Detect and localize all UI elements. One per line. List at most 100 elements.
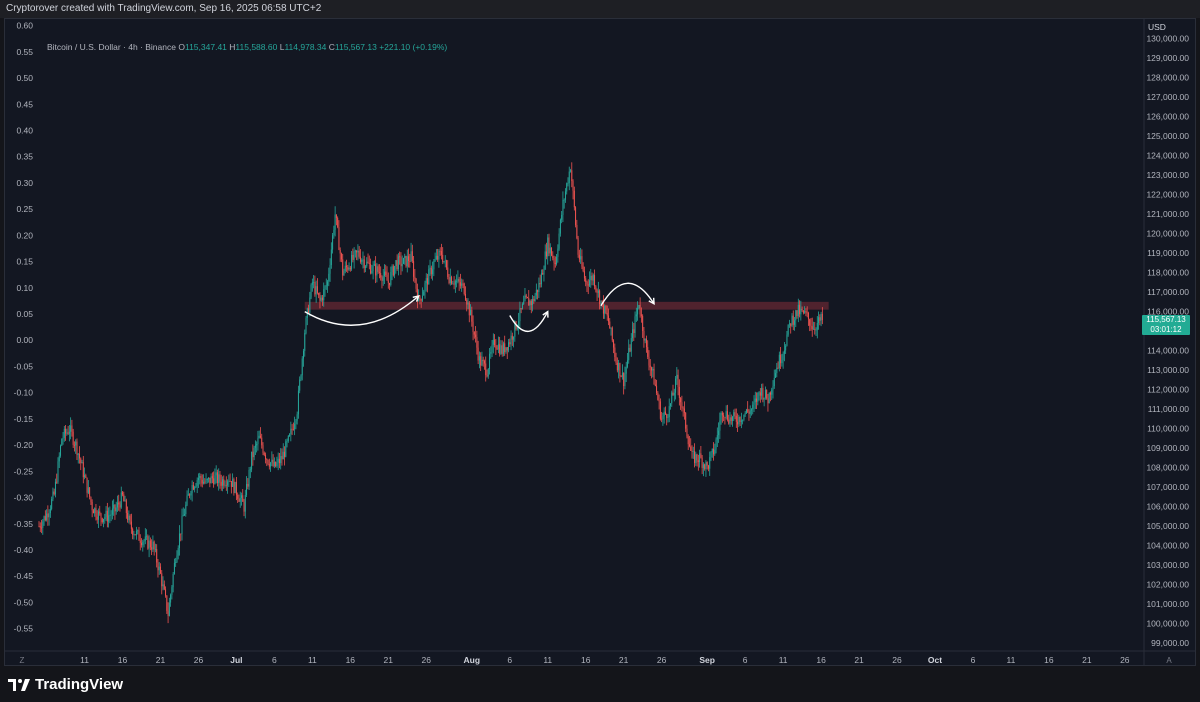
candle-body	[192, 485, 194, 490]
price-axis-label: 122,000.00	[1146, 190, 1189, 200]
candle-body	[428, 269, 430, 285]
candle-body	[677, 374, 679, 387]
candle-body	[753, 402, 755, 405]
candle-body	[470, 309, 472, 316]
candle-body	[271, 459, 273, 463]
price-axis-label: 114,000.00	[1147, 346, 1189, 356]
candle-body	[733, 412, 735, 417]
candle-body	[614, 347, 616, 357]
candle-body	[256, 444, 258, 446]
candle-body	[61, 439, 63, 446]
candle-body	[810, 325, 812, 327]
candle-body	[389, 282, 391, 285]
candle-body	[265, 454, 267, 460]
tradingview-brand: TradingView	[35, 676, 124, 693]
tradingview-logo[interactable]: TradingView	[8, 676, 123, 693]
candle-body	[115, 507, 117, 512]
candle-body	[611, 327, 613, 341]
candle-body	[433, 261, 435, 270]
time-axis-label: 26	[1120, 655, 1130, 665]
candle-body	[791, 315, 793, 326]
candle-body	[814, 328, 816, 330]
candle-body	[67, 432, 69, 434]
annotation-arrow	[600, 282, 655, 307]
candle-body	[656, 385, 658, 393]
time-axis-label: 16	[1044, 655, 1054, 665]
candle-body	[447, 267, 449, 277]
candle-body	[209, 477, 211, 484]
candle-body	[103, 519, 105, 523]
candle-body	[410, 251, 412, 262]
candle-body	[554, 262, 556, 264]
candle-body	[685, 412, 687, 429]
ohlc-legend: Bitcoin / U.S. Dollar · 4h · Binance O11…	[47, 42, 447, 52]
candle-body	[54, 481, 56, 495]
candle-body	[92, 510, 94, 514]
price-chart[interactable]: 99,000.00 100,000.00 101,000.00 102,000.00 1…	[5, 19, 1195, 665]
candle-body	[201, 479, 203, 484]
candle-body	[439, 250, 441, 252]
candle-body	[748, 411, 750, 414]
candle-body	[81, 462, 83, 464]
candle-body	[63, 428, 65, 438]
candle-body	[539, 283, 541, 285]
chart-frame[interactable]: 99,000.00 100,000.00 101,000.00 102,000.00 1…	[4, 18, 1196, 666]
candle-body	[521, 304, 523, 309]
candle-body	[714, 449, 716, 455]
candle-body	[513, 336, 515, 340]
candle-body	[701, 457, 703, 468]
candle-body	[683, 408, 685, 413]
candle-body	[735, 415, 737, 422]
candle-body	[659, 401, 661, 419]
candle-body	[353, 251, 355, 260]
candle-body	[137, 530, 139, 532]
candle-body	[463, 283, 465, 294]
candle-body	[815, 329, 817, 331]
candle-body	[672, 392, 674, 396]
candle-body	[749, 410, 751, 414]
corner-left-label: Z	[20, 656, 25, 665]
candle-body	[213, 478, 215, 484]
candle-body	[551, 247, 553, 256]
candle-body	[492, 339, 494, 345]
candle-body	[138, 530, 140, 541]
candle-body	[452, 283, 454, 285]
candle-body	[653, 368, 655, 385]
candle-body	[605, 305, 607, 313]
candle-body	[809, 319, 811, 326]
candle-body	[359, 256, 361, 262]
candle-body	[487, 369, 489, 377]
candle-body	[222, 479, 223, 486]
candle-body	[406, 256, 408, 267]
candle-body	[587, 284, 589, 286]
candle-body	[796, 310, 798, 317]
candle-body	[709, 457, 711, 469]
candle-body	[788, 323, 790, 325]
candle-body	[637, 307, 639, 315]
candle-body	[396, 260, 398, 270]
tradingview-logo-icon	[8, 678, 30, 691]
resistance-zone	[304, 301, 829, 310]
candle-body	[196, 480, 198, 486]
candle-body	[423, 291, 425, 296]
candle-body	[754, 398, 756, 403]
candle-body	[518, 321, 520, 327]
candle-body	[691, 450, 693, 453]
candle-body	[171, 587, 173, 595]
left-axis-label: 0.25	[16, 204, 33, 214]
candle-body	[742, 419, 744, 421]
candle-body	[85, 475, 87, 478]
candle-body	[292, 428, 294, 430]
candle-body	[710, 452, 712, 458]
price-axis-label: 120,000.00	[1146, 229, 1189, 239]
candle-body	[411, 251, 413, 262]
candle-body	[261, 437, 263, 446]
candle-body	[716, 435, 718, 440]
candle-body	[516, 326, 518, 329]
candle-body	[571, 170, 573, 182]
candle-body	[502, 343, 504, 354]
low-value: 114,978.34	[284, 42, 327, 52]
candle-body	[252, 451, 254, 458]
candle-body	[483, 361, 485, 364]
candle-body	[108, 515, 110, 522]
